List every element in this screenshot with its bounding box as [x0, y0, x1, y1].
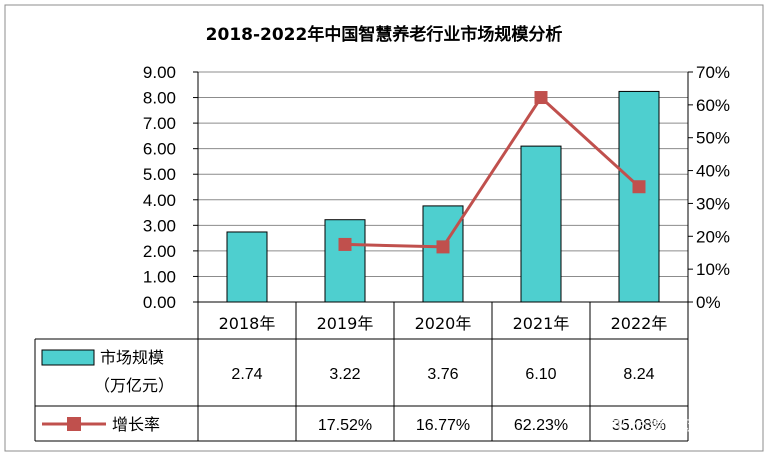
right-axis-tick-label: 20%	[696, 227, 730, 246]
bar-3	[422, 205, 464, 303]
line-legend-marker	[67, 417, 81, 431]
line-legend-label: 增长率	[112, 415, 160, 434]
bar-value-label: 2.74	[231, 366, 262, 383]
bar-5	[618, 90, 660, 303]
right-axis-tick-label: 60%	[696, 96, 730, 115]
right-axis-tick-label: 0%	[696, 293, 721, 312]
left-axis-tick-label: 1.00	[143, 267, 176, 286]
growth-value-label: 17.52%	[318, 417, 372, 434]
chart-border	[4, 4, 764, 452]
bar-legend-label: 市场规模	[100, 348, 164, 367]
growth-rate-marker-3	[436, 240, 450, 254]
bar-legend-key	[41, 349, 95, 366]
right-axis-tick-label: 70%	[696, 63, 730, 82]
left-axis-tick-label: 5.00	[143, 165, 176, 184]
left-axis-tick-label: 7.00	[143, 114, 176, 133]
bar-value-label: 6.10	[525, 366, 556, 383]
growth-value-label: 35.08%	[612, 417, 666, 434]
bar-4	[520, 145, 562, 303]
bar-2	[324, 219, 366, 303]
left-axis-tick-label: 0.00	[143, 293, 176, 312]
category-label: 2021年	[513, 314, 570, 333]
left-axis-tick-label: 3.00	[143, 216, 176, 235]
category-label: 2018年	[219, 314, 276, 333]
chart-title: 2018-2022年中国智慧养老行业市场规模分析	[206, 24, 563, 45]
right-axis-tick-label: 50%	[696, 129, 730, 148]
data-table: 2018年 2019年 2020年 2021年 2022年 2.74 3.22 3.76 6.1…	[34, 301, 728, 442]
category-label: 2022年	[611, 314, 668, 333]
left-axis-tick-label: 4.00	[143, 191, 176, 210]
growth-rate-marker-2	[338, 237, 352, 251]
left-axis-tick-label: 2.00	[143, 242, 176, 261]
growth-value-label: 16.77%	[416, 417, 470, 434]
growth-rate-marker-4	[534, 91, 548, 105]
bar-value-label: 3.22	[329, 366, 360, 383]
left-axis-tick-label: 9.00	[143, 63, 176, 82]
growth-rate-line	[344, 95, 641, 249]
bar-1	[226, 231, 268, 303]
right-axis-tick-label: 40%	[696, 162, 730, 181]
bar-legend-label-unit: （万亿元）	[94, 376, 174, 395]
left-axis-tick-label: 8.00	[143, 89, 176, 108]
watermark: 知乎 @银龄网李地	[595, 417, 728, 436]
growth-rate-marker-5	[632, 180, 646, 194]
right-axis-tick-label: 30%	[696, 194, 730, 213]
bar-value-label: 3.76	[427, 366, 458, 383]
left-axis-tick-label: 6.00	[143, 140, 176, 159]
category-label: 2019年	[317, 314, 374, 333]
bar-value-label: 8.24	[623, 366, 654, 383]
category-label: 2020年	[415, 314, 472, 333]
right-axis-tick-label: 10%	[696, 260, 730, 279]
growth-value-label: 62.23%	[514, 417, 568, 434]
